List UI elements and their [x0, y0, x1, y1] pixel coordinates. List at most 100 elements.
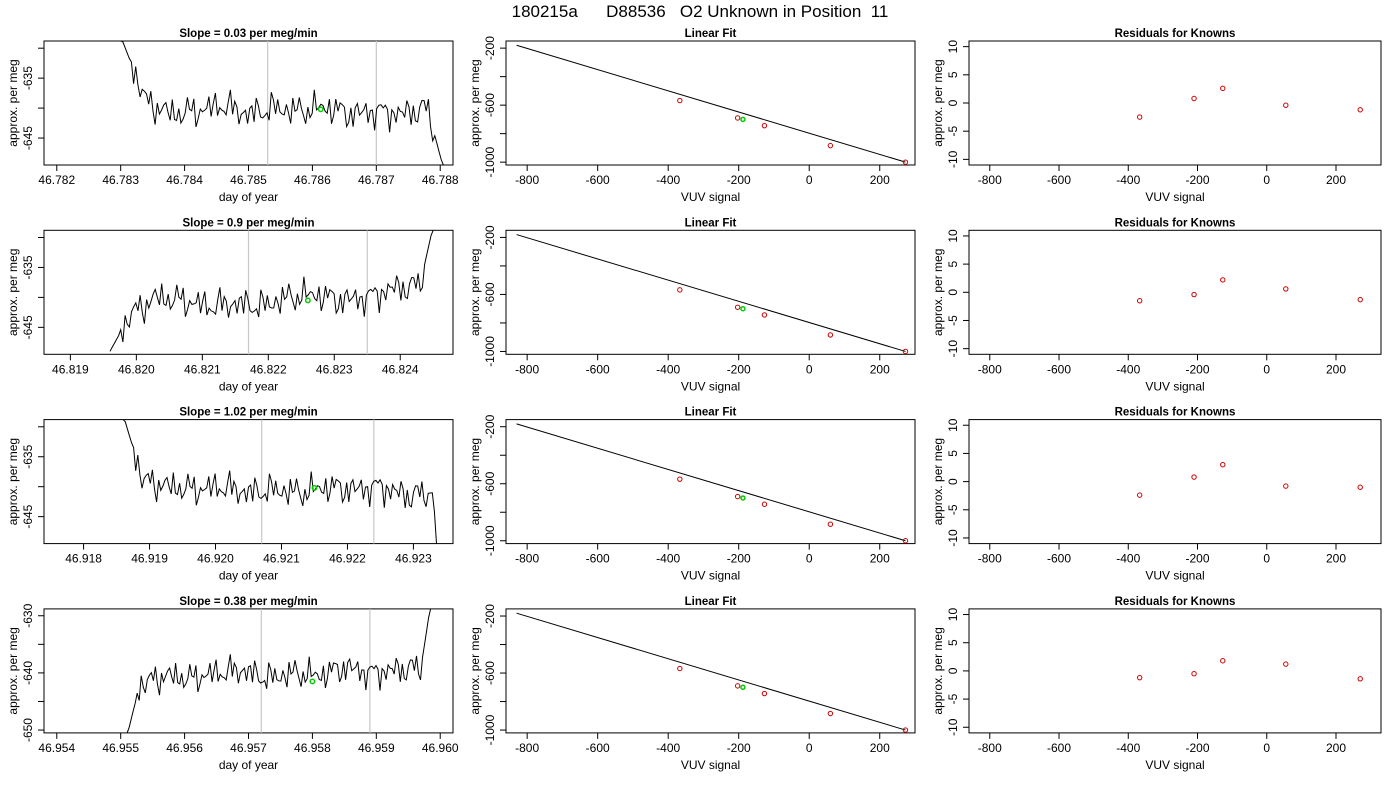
x-tick-label: 46.921 [263, 552, 300, 566]
unknown-sample-point [309, 678, 316, 685]
fit-line [516, 234, 906, 352]
unknown-sample-point [311, 484, 318, 491]
plot-frame [505, 229, 916, 355]
signal-trace-line [109, 230, 434, 352]
plot-frame [43, 419, 454, 545]
y-tick-label: -635 [21, 444, 35, 468]
x-tick-label: -400 [1116, 173, 1140, 187]
x-tick-label: -600 [586, 173, 610, 187]
known-standard-point [1357, 676, 1363, 682]
x-tick-label: -600 [586, 741, 610, 755]
plot-title: Slope = 0.9 per meg/min [183, 217, 315, 229]
fit-line [516, 44, 906, 163]
plot-title: Residuals for Knowns [1115, 28, 1236, 40]
y-tick-label: 10 [946, 418, 960, 432]
known-standard-point [827, 521, 834, 527]
x-tick-label: 200 [870, 741, 890, 755]
y-tick-label: -200 [483, 414, 497, 438]
x-tick-label: 46.955 [102, 741, 139, 755]
x-tick-label: -800 [978, 741, 1002, 755]
known-standard-point [734, 115, 741, 121]
x-tick-label: -800 [978, 362, 1002, 376]
x-tick-label: 46.923 [395, 552, 432, 566]
x-tick-label: 46.785 [230, 173, 267, 187]
x-tick-label: 46.919 [131, 552, 168, 566]
y-axis-label: approx. per meg [6, 249, 20, 336]
x-tick-label: -400 [656, 362, 680, 376]
known-standard-point [902, 159, 909, 165]
x-tick-label: 46.960 [422, 741, 459, 755]
known-standard-point [734, 493, 741, 500]
x-tick-label: -400 [1116, 552, 1140, 566]
y-tick-label: 10 [946, 608, 960, 622]
unknown-sample-point [740, 495, 746, 501]
x-tick-label: 46.959 [358, 741, 395, 755]
x-tick-label: -200 [1185, 552, 1209, 566]
x-axis-label: VUV signal [1145, 379, 1204, 393]
known-standard-point [677, 476, 683, 482]
y-tick-label: -200 [483, 225, 497, 249]
x-tick-label: 46.922 [329, 552, 366, 566]
x-tick-label: 0 [806, 362, 813, 376]
x-axis-label: day of year [219, 190, 278, 204]
plot-frame [968, 40, 1382, 166]
y-tick-label: -10 [946, 340, 960, 358]
y-tick-label: -635 [21, 255, 35, 279]
known-standard-point [761, 312, 768, 318]
y-tick-label: -5 [946, 504, 960, 515]
x-tick-label: 46.954 [38, 741, 75, 755]
known-standard-point [1136, 114, 1143, 120]
x-tick-label: -600 [586, 552, 610, 566]
plot-frame [968, 419, 1382, 545]
x-tick-label: 46.821 [184, 362, 221, 376]
x-tick-label: 0 [806, 741, 813, 755]
x-tick-label: -600 [586, 362, 610, 376]
x-tick-label: 0 [806, 552, 813, 566]
known-standard-point [827, 142, 834, 149]
y-tick-label: -1000 [483, 146, 497, 177]
y-tick-label: 0 [946, 667, 960, 674]
y-tick-label: -600 [483, 471, 497, 495]
plot-title: Linear Fit [685, 407, 737, 419]
x-tick-label: 0 [806, 173, 813, 187]
y-tick-label: 0 [946, 99, 960, 106]
y-tick-label: -635 [21, 66, 35, 90]
x-axis-label: day of year [219, 758, 278, 772]
x-tick-label: -800 [978, 173, 1002, 187]
signal-trace-line [126, 608, 432, 734]
x-tick-label: -200 [727, 362, 751, 376]
plot-frame [505, 608, 916, 734]
plot-frame [968, 608, 1382, 734]
x-tick-label: -800 [515, 173, 539, 187]
y-tick-label: -630 [21, 603, 35, 627]
x-axis-label: VUV signal [681, 758, 740, 772]
x-axis-label: VUV signal [681, 190, 740, 204]
plot-title: Linear Fit [685, 596, 737, 608]
known-standard-point [1191, 291, 1197, 298]
y-tick-label: -1000 [483, 525, 497, 556]
x-tick-label: 0 [1263, 362, 1270, 376]
page-title: 180215a D88536 O2 Unknown in Position 11 [511, 2, 889, 21]
known-standard-point [1136, 492, 1143, 498]
y-axis-label: approx. per meg [6, 627, 20, 714]
fit-line [516, 423, 906, 542]
known-standard-point [1191, 671, 1197, 677]
known-standard-point [761, 501, 768, 507]
x-tick-label: 46.783 [102, 173, 139, 187]
y-tick-label: 10 [946, 40, 960, 54]
known-standard-point [1357, 296, 1363, 303]
x-tick-label: 46.823 [316, 362, 353, 376]
known-standard-point [677, 665, 683, 672]
x-tick-label: 46.824 [382, 362, 419, 376]
y-axis-label: approx. per meg [931, 59, 945, 146]
plot-title: Slope = 0.03 per meg/min [179, 28, 317, 40]
y-tick-label: -1000 [483, 336, 497, 367]
known-standard-point [1136, 298, 1143, 304]
x-tick-label: -400 [1116, 362, 1140, 376]
signal-trace-line [122, 419, 437, 544]
y-tick-label: -600 [483, 282, 497, 306]
x-tick-label: -400 [656, 552, 680, 566]
x-tick-label: -200 [727, 741, 751, 755]
known-standard-point [1220, 658, 1226, 664]
known-standard-point [1136, 674, 1143, 681]
